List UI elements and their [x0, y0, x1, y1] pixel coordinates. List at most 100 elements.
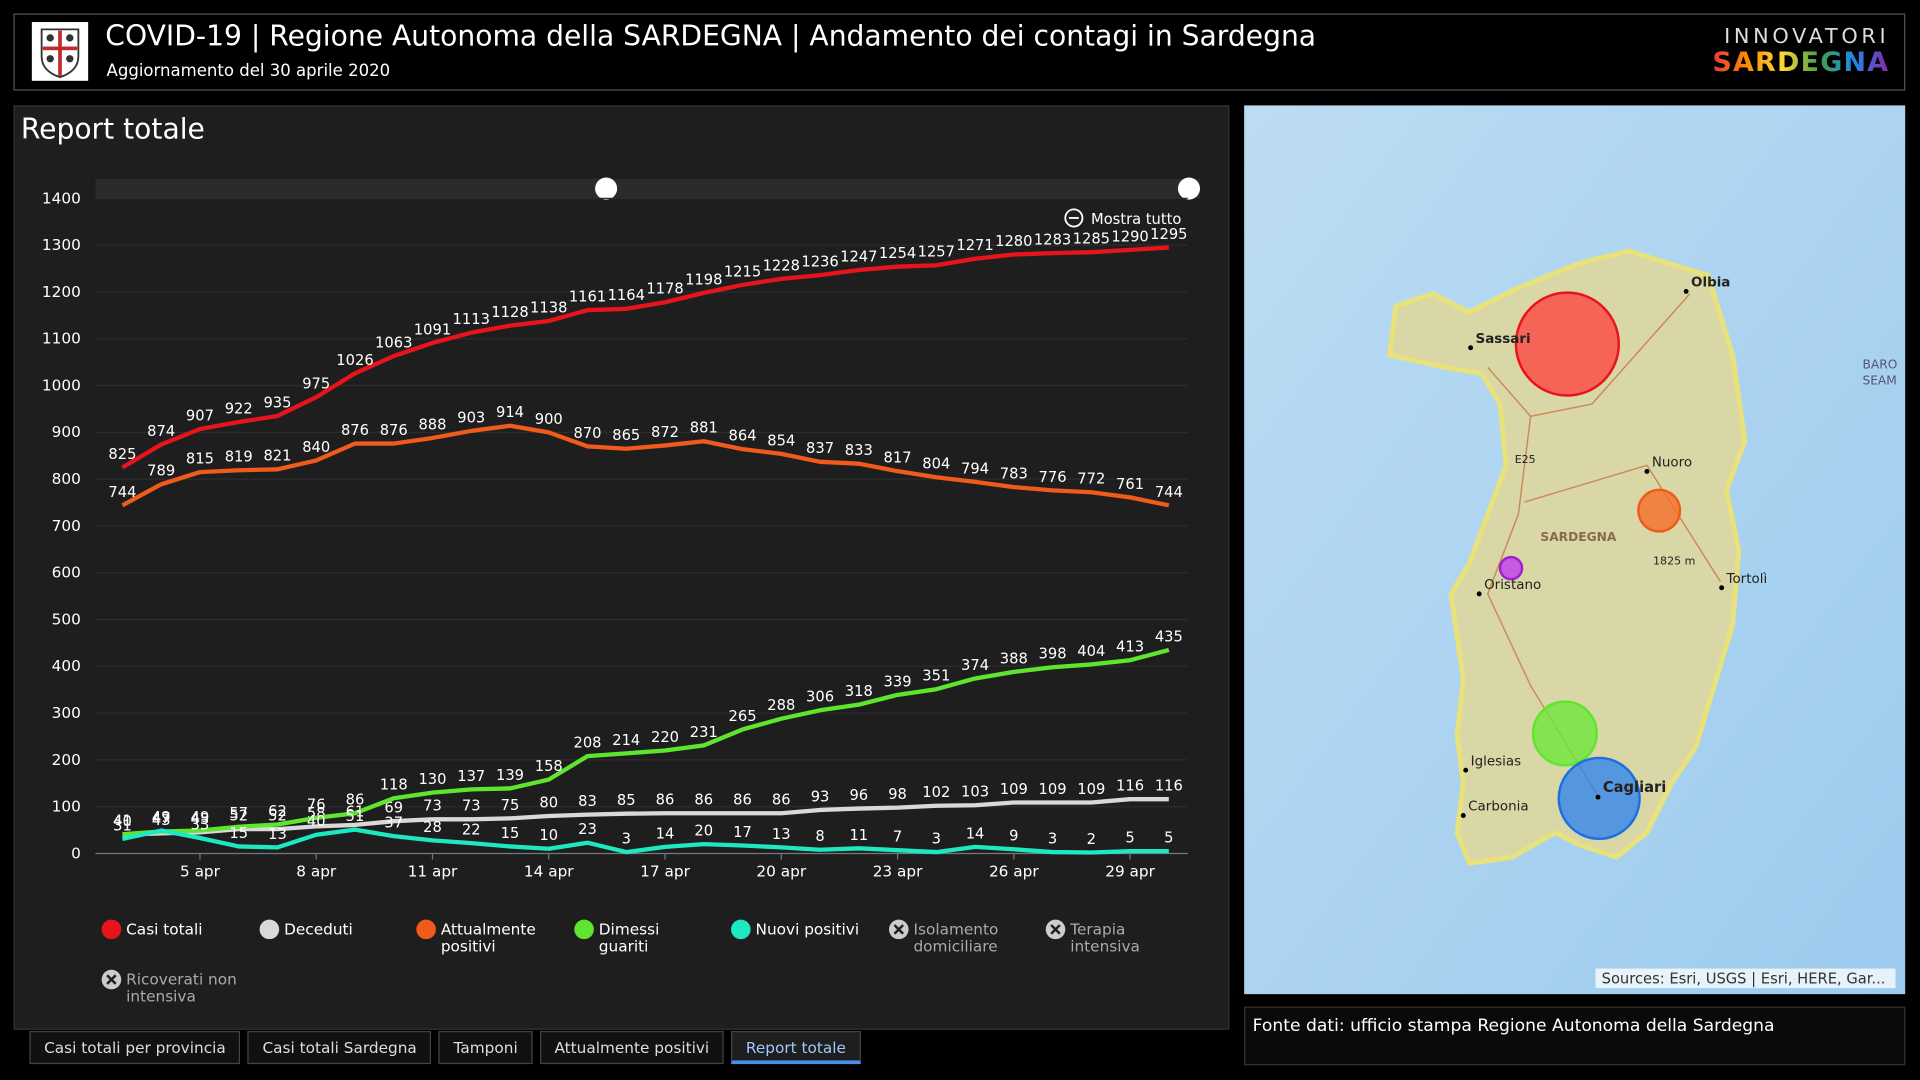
map-label: SEAM — [1862, 373, 1896, 387]
data-label: 783 — [1000, 466, 1028, 483]
y-tick-label: 0 — [71, 844, 81, 862]
data-label: 1271 — [956, 237, 993, 254]
series-line — [122, 647, 1170, 837]
data-label: 1198 — [685, 271, 722, 288]
legend-label: Ricoverati non intensiva — [126, 969, 237, 1006]
data-label: 109 — [1077, 781, 1105, 798]
map-attribution: Sources: Esri, USGS | Esri, HERE, Gar... — [1602, 970, 1886, 987]
data-label: 98 — [888, 786, 907, 803]
legend-label: Deceduti — [284, 919, 353, 938]
data-label: 3 — [622, 830, 631, 847]
series-line — [121, 245, 1169, 470]
data-label: 9 — [1009, 828, 1018, 845]
data-label: 231 — [690, 724, 718, 741]
data-label: 214 — [612, 732, 640, 749]
map-label: 1825 m — [1653, 554, 1695, 567]
map-point — [1683, 288, 1689, 294]
slider-handle[interactable] — [1177, 177, 1200, 200]
data-label: 76 — [307, 796, 326, 813]
data-label: 45 — [191, 811, 210, 828]
data-label: 1283 — [1034, 232, 1071, 249]
legend-label: Nuovi positivi — [755, 919, 860, 938]
source-note: Fonte dati: ufficio stampa Regione Auton… — [1244, 1006, 1906, 1066]
data-label: 14 — [966, 825, 985, 842]
data-label: 109 — [1000, 781, 1028, 798]
data-label: 265 — [729, 708, 757, 725]
map-point — [1595, 794, 1601, 800]
data-label: 96 — [849, 787, 868, 804]
data-label: 914 — [496, 404, 524, 421]
data-label: 1128 — [491, 304, 528, 321]
data-label: 86 — [346, 792, 365, 809]
legend-item[interactable]: Isolamento domiciliare — [888, 919, 1026, 956]
data-label: 922 — [225, 400, 253, 417]
tab[interactable]: Tamponi — [438, 1031, 533, 1065]
legend-item[interactable]: Terapia intensiva — [1045, 919, 1183, 955]
legend-label: Dimessi guariti — [598, 919, 660, 956]
data-label: 116 — [1155, 778, 1183, 795]
data-label: 1026 — [336, 352, 373, 369]
data-label: 43 — [152, 812, 171, 829]
x-tick-label: 17 apr — [640, 863, 690, 881]
data-label: 8 — [815, 828, 824, 845]
data-label: 62 — [268, 803, 287, 820]
zoom-icon[interactable] — [1064, 208, 1084, 228]
header: COVID-19 | Regione Autonoma della SARDEG… — [13, 13, 1906, 91]
legend-item[interactable]: Nuovi positivi — [731, 919, 868, 940]
data-label: 1285 — [1073, 231, 1110, 248]
data-label: 47 — [152, 810, 171, 827]
logo — [31, 22, 89, 81]
zoom-reset[interactable]: Mostra tutto — [1091, 211, 1181, 228]
data-label: 11 — [849, 827, 868, 844]
map-point — [1460, 813, 1466, 818]
map[interactable]: Olbia Sassari E25 Nuoro SARDEGNA 1825 m Orista… — [1244, 105, 1906, 995]
data-label: 49 — [191, 809, 210, 826]
tab[interactable]: Casi totali Sardegna — [247, 1031, 432, 1065]
range-slider[interactable] — [95, 178, 1200, 199]
tab[interactable]: Casi totali per provincia — [29, 1031, 241, 1065]
legend-item[interactable]: Ricoverati non intensiva — [101, 969, 239, 1006]
data-label: 744 — [1155, 484, 1183, 501]
data-label: 73 — [423, 798, 442, 815]
x-tick-label: 23 apr — [873, 863, 923, 881]
legend-marker — [416, 919, 436, 940]
legend-item[interactable]: Deceduti — [259, 919, 397, 940]
legend-item[interactable]: Casi totali — [101, 919, 239, 940]
data-label: 75 — [501, 797, 520, 814]
map-label: Nuoro — [1652, 456, 1692, 471]
y-tick-label: 1400 — [42, 189, 81, 207]
data-label: 903 — [457, 409, 485, 426]
data-label: 57 — [229, 805, 248, 822]
data-label: 975 — [302, 376, 330, 393]
legend-item[interactable]: Attualmente positivi — [416, 919, 553, 955]
data-label: 872 — [651, 424, 679, 441]
data-label: 404 — [1077, 643, 1105, 660]
legend-item[interactable]: Dimessi guariti — [574, 919, 711, 956]
legend-marker — [101, 919, 122, 940]
data-label: 86 — [733, 792, 752, 809]
data-label: 288 — [767, 697, 795, 714]
y-tick-label: 900 — [52, 423, 81, 441]
data-label: 1161 — [569, 289, 606, 306]
data-label: 31 — [113, 817, 132, 834]
data-label: 1290 — [1111, 228, 1148, 245]
y-tick-label: 600 — [52, 564, 81, 582]
data-label: 772 — [1077, 471, 1105, 488]
map-point — [1468, 345, 1474, 351]
map-label: E25 — [1515, 453, 1536, 466]
data-label: 118 — [380, 777, 408, 794]
data-label: 40 — [113, 813, 132, 830]
legend-label: Isolamento domiciliare — [913, 919, 999, 956]
chart-panel — [13, 105, 1230, 1030]
tab[interactable]: Attualmente positivi — [539, 1031, 724, 1065]
data-label: 388 — [1000, 650, 1028, 667]
slider-handle[interactable] — [595, 177, 618, 200]
y-tick-label: 200 — [52, 751, 81, 769]
data-label: 1247 — [840, 248, 877, 265]
tab[interactable]: Report totale — [731, 1031, 861, 1065]
x-tick-label: 20 apr — [756, 863, 806, 881]
y-tick-label: 1200 — [42, 283, 81, 301]
x-tick-label: 26 apr — [989, 863, 1039, 881]
